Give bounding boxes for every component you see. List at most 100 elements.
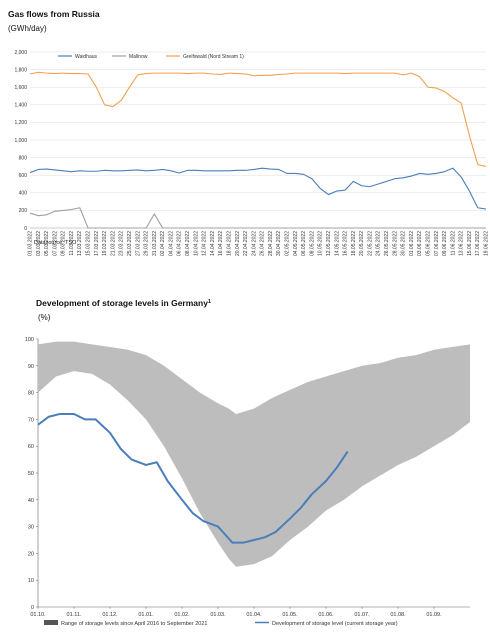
chart2-current-line [37, 413, 349, 544]
chart1-x-tick-label: 18.05.2022 [351, 231, 357, 256]
chart1-x-tick-label: 30.04.2022 [276, 231, 282, 256]
chart1-y-tick-label: 1,600 [14, 85, 27, 91]
chart2-current-level-line [37, 413, 349, 544]
chart1-legend: Waidhaus Mallnow Greifswald (Nord Stream 1… [58, 54, 244, 60]
chart1-x-tick-label: 14.05.2022 [334, 231, 340, 256]
chart1-x-tick-label: 10.05.2022 [318, 231, 324, 256]
chart1-y-tick-label: 2,000 [14, 50, 27, 56]
chart1-x-tick-label: 08.05.2022 [309, 231, 315, 256]
chart1-x-tick-label: 04.05.2022 [293, 231, 299, 256]
chart1-x-tick-label: 15.06.2022 [467, 231, 473, 256]
chart2-y-tick-label: 50 [28, 471, 34, 477]
chart2-x-tick-label: 01.01. [138, 612, 154, 618]
chart1-x-tick-label: 24.04.2022 [251, 231, 257, 256]
gas-flows-chart: Gas flows from Russia (GWh/day) 2,000 1,8… [8, 9, 490, 256]
chart1-x-tick-label: 02.04.2022 [160, 231, 166, 256]
chart2-x-tick-label: 01.07. [354, 612, 370, 618]
chart1-x-tick-label: 28.04.2022 [268, 231, 274, 256]
chart1-x-tick-label: 05.03.2022 [44, 231, 50, 256]
chart2-x-tick-label: 01.02. [174, 612, 190, 618]
chart1-y-tick-label: 1,400 [14, 103, 27, 109]
chart1-x-tick-label: 07.03.2022 [52, 231, 58, 256]
chart1-x-tick-label: 22.05.2022 [367, 231, 373, 256]
chart1-x-tick-label: 01.06.2022 [409, 231, 415, 256]
chart2-title-text: Development of storage levels in Germany [36, 298, 208, 308]
chart1-x-tick-label: 26.05.2022 [384, 231, 390, 256]
chart1-legend-label: Mallnow [129, 54, 148, 60]
chart1-x-tick-label: 03.06.2022 [417, 231, 423, 256]
chart1-x-tick-label: 25.03.2022 [127, 231, 133, 256]
chart1-y-tick-label: 1,200 [14, 120, 27, 126]
chart2-y-tick-label: 60 [28, 444, 34, 450]
chart2-y-tick-label: 20 [28, 551, 34, 557]
chart1-x-tick-label: 04.04.2022 [168, 231, 174, 256]
chart1-x-tick-label: 30.05.2022 [401, 231, 407, 256]
chart1-x-tick-label: 06.05.2022 [301, 231, 307, 256]
chart1-x-tick-label: 18.04.2022 [226, 231, 232, 256]
chart1-x-tick-label: 26.04.2022 [260, 231, 266, 256]
chart1-x-tick-label: 07.06.2022 [434, 231, 440, 256]
chart1-x-tick-label: 08.04.2022 [185, 231, 191, 256]
chart2-x-tick-label: 01.06. [318, 612, 334, 618]
chart1-series-line-0 [29, 167, 487, 210]
chart2-y-tick-label: 100 [25, 337, 34, 343]
chart1-title: Gas flows from Russia [8, 9, 100, 19]
chart1-x-tick-label: 09.03.2022 [61, 231, 67, 256]
chart1-x-tick-label: 15.03.2022 [86, 231, 92, 256]
chart1-x-tick-label: 20.04.2022 [235, 231, 241, 256]
chart1-x-tick-label: 17.06.2022 [475, 231, 481, 256]
chart1-x-tick-label: 29.03.2022 [144, 231, 150, 256]
chart1-x-tick-label: 11.06.2022 [450, 231, 456, 256]
chart1-y-tick-label: 800 [19, 155, 28, 161]
chart1-series [29, 71, 487, 229]
chart2-x-tick-label: 01.08. [390, 612, 406, 618]
chart1-x-tick-label: 03.03.2022 [36, 231, 42, 256]
chart2-x-tick-label: 01.12. [102, 612, 118, 618]
chart1-x-tick-label: 20.05.2022 [359, 231, 365, 256]
chart1-x-tick-label: 13.03.2022 [77, 231, 83, 256]
chart2-y-tick-label: 30 [28, 525, 34, 531]
chart1-x-tick-label: 24.05.2022 [376, 231, 382, 256]
chart1-x-tick-label: 28.05.2022 [392, 231, 398, 256]
chart1-y-tick-label: 400 [19, 191, 28, 197]
chart1-x-tick-label: 21.03.2022 [110, 231, 116, 256]
chart1-x-tick-label: 01.03.2022 [28, 231, 34, 256]
chart2-title-sup: 1 [208, 299, 211, 305]
chart1-x-tick-label: 14.04.2022 [210, 231, 216, 256]
chart2-x-tick-label: 01.03. [210, 612, 226, 618]
chart1-x-tick-label: 27.03.2022 [135, 231, 141, 256]
chart2-x-tick-label: 01.04. [246, 612, 262, 618]
chart1-x-tick-label: 16.05.2022 [343, 231, 349, 256]
chart1-x-tick-label: 22.04.2022 [243, 231, 249, 256]
chart2-x-tick-label: 01.09. [426, 612, 442, 618]
chart1-x-tick-label: 23.03.2022 [119, 231, 125, 256]
chart2-x-ticks: 01.10. 01.11. 01.12. 01.01. 01.02. 01.03. 01.0… [30, 607, 442, 618]
chart2-legend: Range of storage levels since April 2016… [44, 620, 398, 627]
chart1-y-tick-label: 1,000 [14, 138, 27, 144]
chart1-x-tick-label: 17.03.2022 [94, 231, 100, 256]
chart2-legend-swatch-range [44, 620, 58, 625]
chart1-x-tick-label: 06.04.2022 [177, 231, 183, 256]
chart1-x-tick-label: 12.04.2022 [202, 231, 208, 256]
chart1-x-tick-label: 10.04.2022 [193, 231, 199, 256]
chart2-y-tick-label: 0 [31, 605, 34, 611]
chart1-x-tick-label: 09.06.2022 [442, 231, 448, 256]
chart2-range-area [38, 341, 470, 567]
chart1-series-line-1 [29, 207, 486, 229]
chart1-x-tick-label: 19.03.2022 [102, 231, 108, 256]
chart1-x-tick-label: 02.05.2022 [285, 231, 291, 256]
chart1-series-line-2 [29, 71, 487, 167]
chart2-y-tick-label: 90 [28, 364, 34, 370]
chart2-y-tick-label: 70 [28, 417, 34, 423]
chart2-y-tick-label: 80 [28, 391, 34, 397]
chart1-x-tick-label: 11.03.2022 [69, 231, 75, 256]
chart1-y-ticks: 2,000 1,800 1,600 1,400 1,200 1,000 800 600 400 2… [14, 50, 27, 232]
storage-levels-chart: Development of storage levels in Germany… [25, 298, 470, 627]
chart1-y-tick-label: 1,800 [14, 67, 27, 73]
chart1-x-tick-label: 13.06.2022 [459, 231, 465, 256]
chart2-y-tick-label: 10 [28, 578, 34, 584]
chart1-x-tick-label: 12.05.2022 [326, 231, 332, 256]
chart1-x-tick-label: 31.03.2022 [152, 231, 158, 256]
chart2-legend-label-range: Range of storage levels since April 2016… [61, 621, 207, 627]
